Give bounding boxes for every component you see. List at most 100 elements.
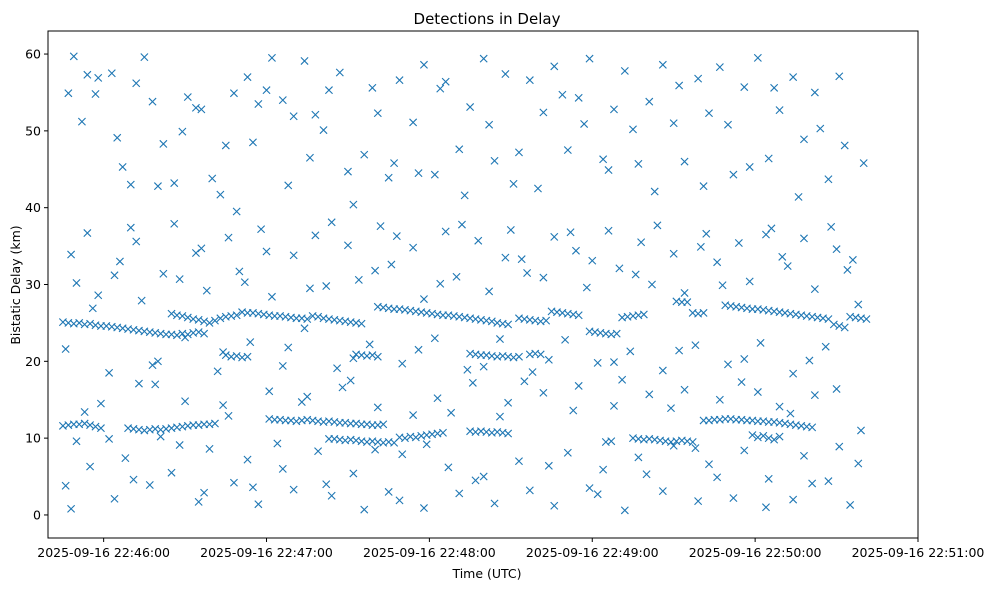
data-point [821,342,830,351]
data-point [86,462,95,471]
data-point [297,398,306,407]
data-point [430,170,439,179]
data-point [550,501,559,510]
data-point [599,155,608,164]
data-point [699,182,708,191]
data-point [854,300,863,309]
data-point [800,135,808,144]
data-point [181,333,190,342]
data-point [110,271,119,280]
data-point [704,460,713,469]
data-point [509,179,518,188]
data-point [715,63,724,72]
data-point [422,440,431,449]
data-point [729,494,738,503]
data-point [832,245,841,254]
data-point [761,503,770,512]
data-point [474,236,483,245]
y-tick-label: 30 [25,277,41,292]
data-point [609,401,618,410]
data-point [740,83,749,92]
data-point [335,68,344,77]
data-point [490,499,499,508]
data-point [786,409,795,418]
data-point [360,505,369,514]
data-point [267,53,276,62]
data-point [715,395,724,404]
data-point [775,402,784,411]
data-point [485,287,494,296]
data-point [181,397,190,406]
data-point [539,388,548,397]
data-point [504,429,513,438]
data-point [789,495,798,504]
data-point [775,106,784,115]
data-point [200,317,209,326]
data-point [816,124,825,133]
data-point [134,379,143,388]
data-point [485,120,494,129]
data-point [153,357,162,366]
data-point [368,351,377,360]
data-point [631,270,640,279]
data-point [110,494,119,503]
data-point [848,255,857,264]
data-point [800,234,808,243]
data-point [77,117,86,126]
data-point [75,318,84,327]
data-point [745,162,754,171]
data-point [618,375,627,384]
x-tick-label: 2025-09-16 22:48:00 [363,545,496,560]
data-point [300,56,309,65]
data-point [229,89,238,98]
data-point [126,180,135,189]
markers-layer [58,52,871,515]
data-point [514,457,523,466]
data-point [373,403,382,412]
data-point [612,329,621,338]
data-point [395,76,404,85]
data-point [745,277,754,286]
data-point [118,162,127,171]
data-point [322,480,331,489]
data-point [444,463,453,472]
data-point [210,419,219,428]
data-point [645,390,654,399]
data-point [232,207,241,216]
data-point [262,86,271,95]
data-point [273,439,282,448]
data-point [645,97,654,106]
data-point [694,74,703,83]
data-point [178,312,187,320]
data-point [669,441,678,450]
data-point [349,354,358,363]
data-point [94,73,103,82]
y-tick-label: 50 [25,123,41,138]
data-point [419,295,428,304]
data-point [265,387,274,396]
data-point [371,266,380,275]
data-point [314,447,323,456]
data-point [523,268,532,277]
data-point [376,222,385,231]
data-point [400,434,409,443]
data-point [126,223,135,232]
data-point [680,157,689,166]
data-point [495,335,504,344]
data-point [170,219,179,228]
data-point [810,285,819,294]
data-point [354,275,363,284]
data-point [69,52,78,61]
data-point [278,464,287,473]
data-point [574,93,583,102]
data-point [669,249,678,258]
data-point [550,62,559,71]
data-point [438,428,447,437]
data-point [148,97,157,106]
data-point [734,239,743,248]
data-point [859,159,868,168]
data-point [808,479,817,488]
data-point [517,255,526,264]
data-point [775,432,784,441]
data-point [387,260,396,269]
